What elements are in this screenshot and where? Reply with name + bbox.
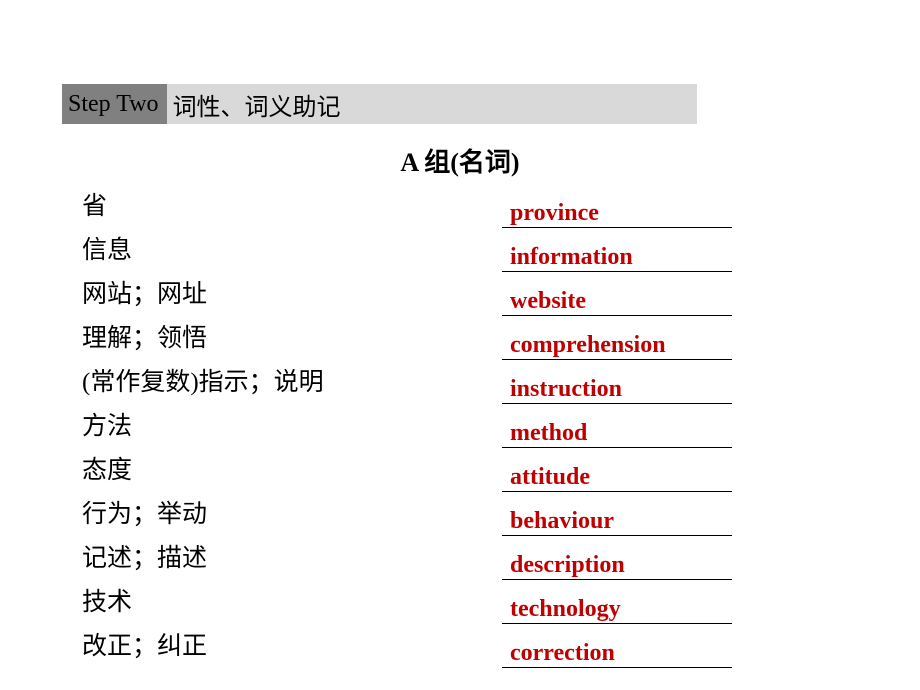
vocab-en: attitude (510, 464, 590, 490)
vocab-en: province (510, 200, 599, 226)
answer-blank: description (502, 552, 732, 580)
vocab-cn: 行为；举动 (82, 494, 502, 536)
vocab-en: website (510, 288, 586, 314)
vocab-en: correction (510, 640, 615, 666)
vocab-cn: (常作复数)指示；说明 (82, 362, 502, 404)
vocab-row: 态度 attitude (82, 448, 842, 492)
answer-blank: comprehension (502, 332, 732, 360)
vocab-row: (常作复数)指示；说明 instruction (82, 360, 842, 404)
vocab-row: 省 province (82, 184, 842, 228)
vocab-row: 信息 information (82, 228, 842, 272)
answer-blank: information (502, 244, 732, 272)
vocab-en: instruction (510, 376, 622, 402)
step-banner: Step Two 词性、词义助记 (62, 84, 697, 124)
vocab-cn: 网站；网址 (82, 274, 502, 316)
step-title: 词性、词义助记 (167, 84, 697, 124)
vocab-en: behaviour (510, 508, 614, 534)
vocab-en: method (510, 420, 587, 446)
answer-blank: correction (502, 640, 732, 668)
vocab-row: 技术 technology (82, 580, 842, 624)
vocab-cn: 技术 (82, 582, 502, 624)
vocab-row: 方法 method (82, 404, 842, 448)
answer-blank: instruction (502, 376, 732, 404)
vocab-en: technology (510, 596, 621, 622)
answer-blank: website (502, 288, 732, 316)
vocab-cn: 信息 (82, 230, 502, 272)
vocab-en: comprehension (510, 332, 666, 358)
vocab-cn: 记述；描述 (82, 538, 502, 580)
vocab-en: description (510, 552, 625, 578)
group-title: A 组(名词) (0, 142, 920, 179)
answer-blank: technology (502, 596, 732, 624)
vocab-row: 理解；领悟 comprehension (82, 316, 842, 360)
step-label: Step Two (62, 84, 167, 124)
vocab-cn: 理解；领悟 (82, 318, 502, 360)
vocab-row: 网站；网址 website (82, 272, 842, 316)
answer-blank: attitude (502, 464, 732, 492)
answer-blank: behaviour (502, 508, 732, 536)
answer-blank: method (502, 420, 732, 448)
vocab-en: information (510, 244, 633, 270)
vocab-cn: 改正；纠正 (82, 626, 502, 668)
vocab-cn: 省 (82, 186, 502, 228)
vocab-row: 改正；纠正 correction (82, 624, 842, 668)
vocab-cn: 方法 (82, 406, 502, 448)
answer-blank: province (502, 200, 732, 228)
vocab-list: 省 province 信息 information 网站；网址 website … (82, 184, 842, 668)
vocab-row: 记述；描述 description (82, 536, 842, 580)
vocab-row: 行为；举动 behaviour (82, 492, 842, 536)
vocab-cn: 态度 (82, 450, 502, 492)
